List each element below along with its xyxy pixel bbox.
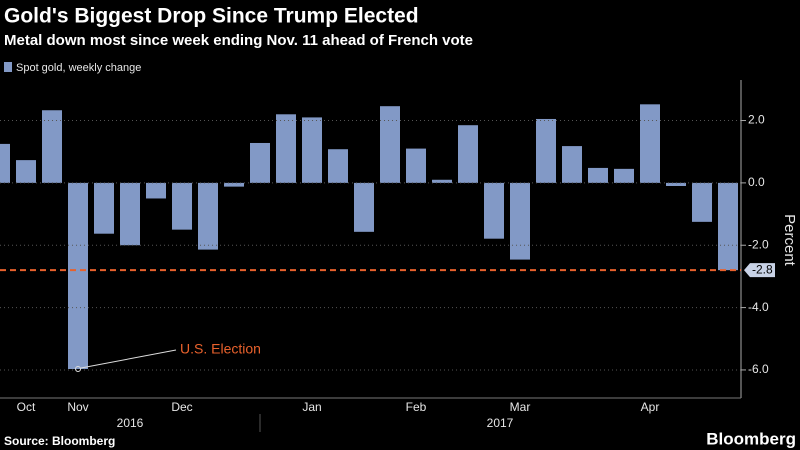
bar bbox=[588, 167, 608, 183]
chart-subtitle: Metal down most since week ending Nov. 1… bbox=[4, 32, 473, 49]
bar bbox=[302, 117, 322, 183]
y-tick-label: 0.0 bbox=[748, 175, 765, 189]
bar bbox=[432, 179, 452, 183]
bar bbox=[484, 182, 504, 239]
bar bbox=[68, 182, 88, 370]
bar bbox=[562, 146, 582, 183]
bar bbox=[276, 114, 296, 183]
x-tick-label: Oct bbox=[17, 400, 36, 414]
year-label: 2017 bbox=[487, 416, 514, 430]
bar bbox=[614, 168, 634, 183]
bar bbox=[536, 118, 556, 183]
annotation: U.S. Election bbox=[180, 341, 261, 357]
bar bbox=[380, 106, 400, 183]
y-tick-label: -2.0 bbox=[748, 237, 769, 251]
bar bbox=[146, 182, 166, 199]
bar bbox=[0, 143, 10, 183]
bar bbox=[666, 182, 686, 186]
chart-title: Gold's Biggest Drop Since Trump Elected bbox=[4, 5, 419, 28]
bar bbox=[640, 104, 660, 183]
x-tick-label: Dec bbox=[171, 400, 192, 414]
legend-swatch bbox=[4, 62, 12, 72]
bar bbox=[16, 160, 36, 183]
bar bbox=[458, 125, 478, 183]
annotation-leader bbox=[80, 349, 177, 369]
reference-label: -2.8 bbox=[752, 262, 773, 276]
y-tick-label: -4.0 bbox=[748, 300, 769, 314]
y-tick-label: 2.0 bbox=[748, 113, 765, 127]
bar bbox=[172, 182, 192, 230]
reference-badge bbox=[744, 263, 775, 278]
brand: Bloomberg bbox=[706, 429, 796, 448]
bar bbox=[406, 148, 426, 183]
bar bbox=[510, 182, 530, 260]
bar bbox=[198, 182, 218, 250]
bar bbox=[94, 182, 114, 234]
x-tick-label: Nov bbox=[67, 400, 88, 414]
bar bbox=[250, 142, 270, 183]
y-axis-label: Percent bbox=[781, 214, 798, 267]
x-tick-label: Feb bbox=[406, 400, 427, 414]
bar bbox=[718, 182, 738, 271]
bar bbox=[328, 149, 348, 183]
bar bbox=[354, 182, 374, 232]
bar bbox=[224, 182, 244, 187]
bar bbox=[42, 110, 62, 183]
bar bbox=[120, 182, 140, 246]
legend-label: Spot gold, weekly change bbox=[16, 62, 141, 74]
bar bbox=[692, 182, 712, 222]
x-tick-label: Mar bbox=[510, 400, 531, 414]
annotation-dot bbox=[75, 366, 81, 373]
year-label: 2016 bbox=[117, 416, 144, 430]
plot bbox=[0, 104, 738, 370]
y-tick-label: -6.0 bbox=[748, 362, 769, 376]
source: Source: Bloomberg bbox=[4, 434, 115, 448]
x-tick-label: Apr bbox=[641, 400, 660, 414]
x-tick-label: Jan bbox=[302, 400, 321, 414]
